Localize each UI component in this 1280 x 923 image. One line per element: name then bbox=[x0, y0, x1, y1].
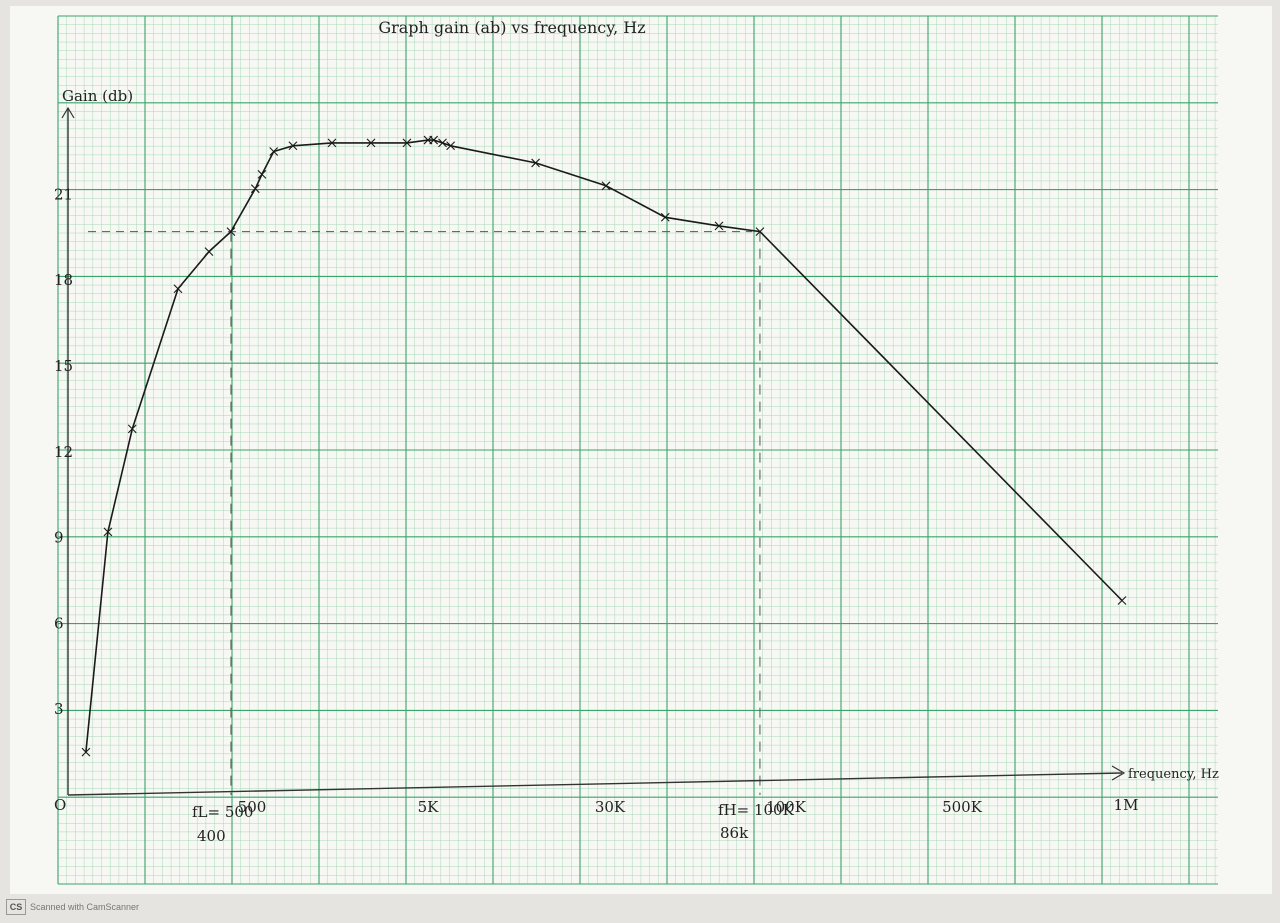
axes bbox=[61, 106, 1126, 796]
x-tick-label: 500K bbox=[942, 798, 983, 816]
data-point bbox=[1117, 596, 1127, 605]
data-point bbox=[366, 138, 376, 148]
fh-label: fH= 100K bbox=[718, 801, 795, 819]
data-point bbox=[438, 138, 447, 148]
y-axis-arrow bbox=[61, 106, 75, 119]
data-point bbox=[81, 747, 91, 757]
camscanner-logo: CS bbox=[6, 899, 26, 915]
data-point bbox=[250, 184, 260, 194]
y-tick-label: 15 bbox=[54, 357, 73, 375]
data-point bbox=[714, 221, 724, 231]
x-axis-arrow bbox=[1111, 765, 1126, 781]
x-axis-line bbox=[67, 772, 1123, 796]
y-tick-label: 12 bbox=[54, 443, 73, 461]
data-point bbox=[103, 527, 113, 537]
scanner-text: Scanned with CamScanner bbox=[30, 902, 140, 912]
fl-value-label: 400 bbox=[197, 827, 226, 845]
data-point bbox=[327, 138, 337, 148]
data-point bbox=[257, 169, 267, 179]
data-points bbox=[81, 135, 1127, 757]
chart-title: Graph gain (ab) vs frequency, Hz bbox=[378, 18, 645, 37]
grid-major bbox=[57, 15, 1218, 885]
x-tick-label: 500 bbox=[238, 798, 267, 816]
y-tick-label: 6 bbox=[54, 614, 64, 632]
data-point bbox=[660, 212, 670, 222]
data-point bbox=[402, 138, 412, 148]
data-point bbox=[127, 424, 137, 434]
data-point bbox=[531, 158, 540, 168]
y-tick-label: 21 bbox=[54, 185, 73, 203]
scanner-watermark: CS Scanned with CamScanner bbox=[6, 899, 139, 915]
x-tick-label: 1M bbox=[1114, 796, 1139, 814]
data-point bbox=[755, 227, 765, 236]
data-point bbox=[446, 141, 456, 151]
data-point bbox=[226, 227, 236, 236]
fl-label: fL= 500 bbox=[192, 803, 253, 821]
x-tick-labels: 500 5K 30K 100K 500K 1M bbox=[238, 796, 1139, 816]
origin-label: O bbox=[54, 796, 66, 814]
y-tick-labels: 3 6 9 12 15 18 21 bbox=[54, 185, 73, 718]
data-point bbox=[204, 247, 214, 256]
data-point bbox=[601, 181, 611, 191]
y-tick-label: 3 bbox=[54, 700, 64, 718]
y-tick-label: 18 bbox=[54, 271, 73, 289]
data-point bbox=[269, 147, 279, 156]
x-tick-label: 100K bbox=[766, 798, 807, 816]
x-tick-label: 5K bbox=[418, 798, 440, 816]
data-point bbox=[288, 141, 298, 151]
data-point bbox=[173, 284, 183, 294]
cutoff-guides bbox=[88, 231, 761, 795]
data-point bbox=[429, 135, 439, 145]
y-tick-label: 9 bbox=[54, 529, 64, 547]
x-tick-label: 30K bbox=[595, 798, 626, 816]
x-axis-label: frequency, Hz bbox=[1128, 767, 1219, 782]
y-axis-label: Gain (db) bbox=[62, 87, 133, 105]
fh-value-label: 86k bbox=[720, 824, 749, 842]
